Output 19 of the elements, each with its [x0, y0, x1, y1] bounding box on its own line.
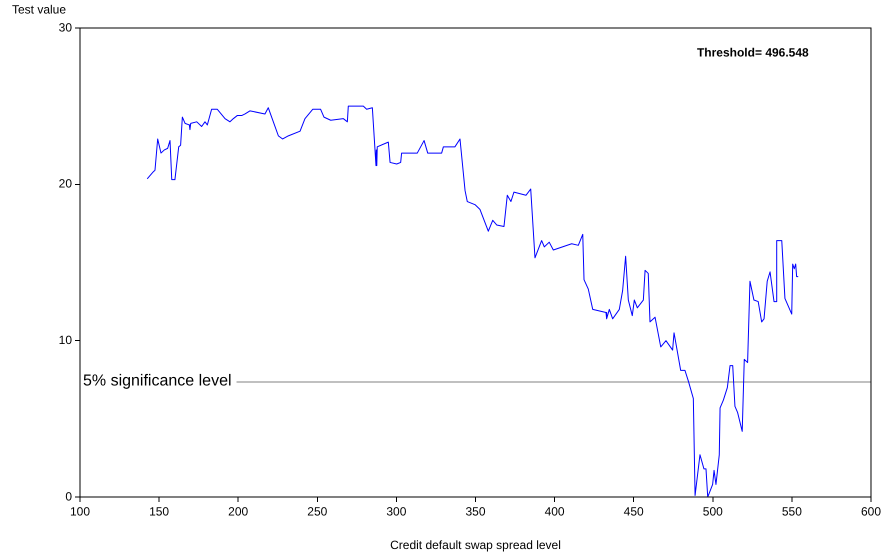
x-tick-label: 200: [228, 504, 249, 519]
y-axis-title: Test value: [12, 2, 66, 16]
y-tick-label: 0: [65, 489, 72, 504]
x-tick-label: 150: [149, 504, 170, 519]
x-tick-label: 450: [624, 504, 644, 519]
x-tick-label: 400: [544, 504, 565, 519]
x-tick-label: 500: [702, 504, 724, 519]
x-tick-label: 100: [70, 504, 90, 519]
x-tick-label: 350: [465, 504, 486, 519]
y-tick-label: 10: [58, 332, 72, 347]
annotation: Threshold= 496.548: [696, 45, 810, 60]
x-axis-title: Credit default swap spread level: [390, 538, 561, 552]
x-tick-label: 550: [782, 504, 802, 519]
ref-line-label: 5% significance level: [83, 372, 232, 390]
x-tick-label: 300: [386, 504, 407, 519]
y-tick-label: 30: [58, 20, 72, 34]
y-tick-label: 20: [58, 176, 72, 191]
x-tick-label: 250: [307, 504, 328, 519]
x-tick-label: 600: [860, 504, 882, 519]
